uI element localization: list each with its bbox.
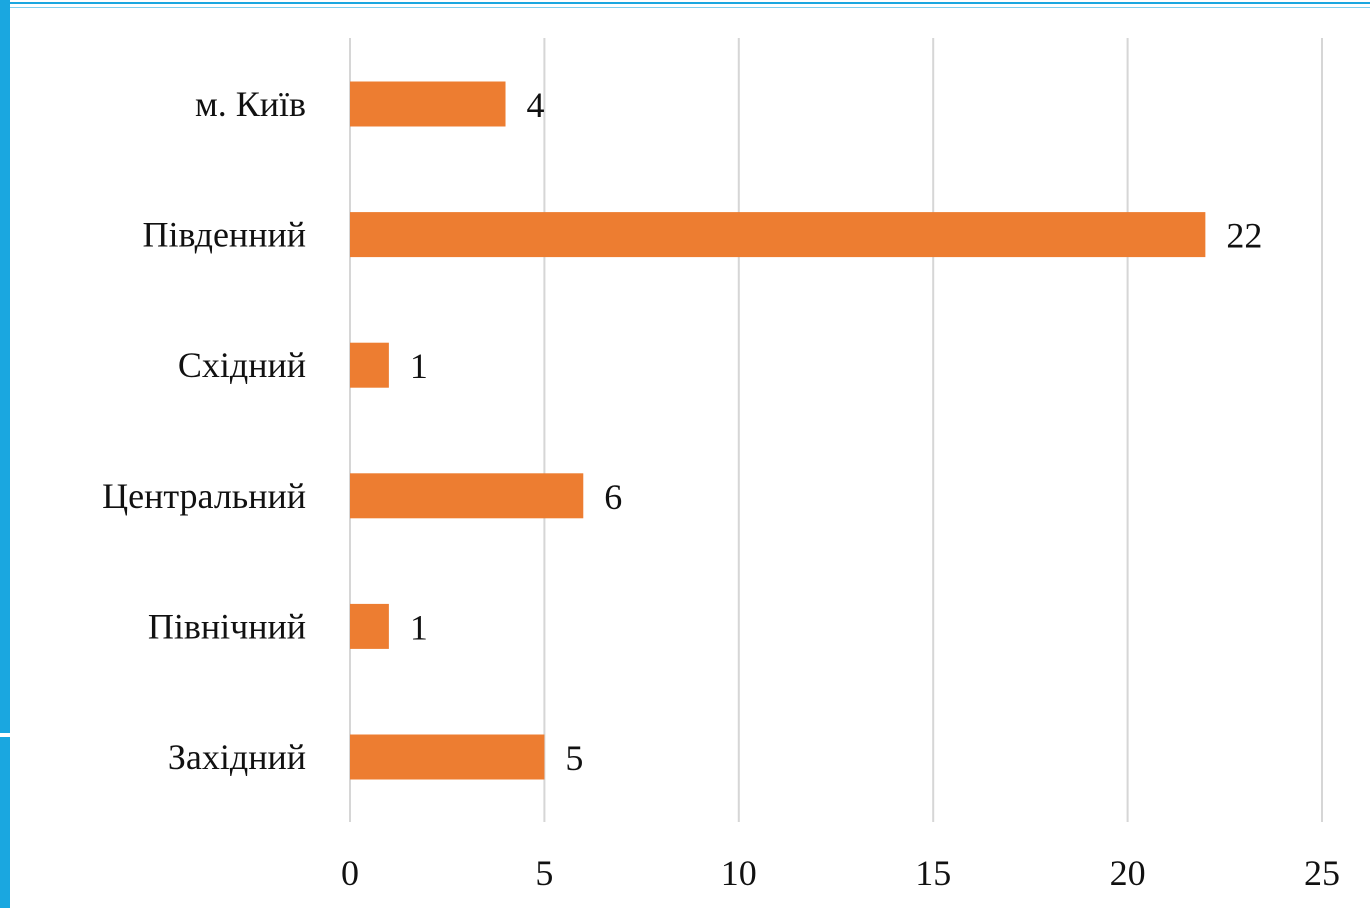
x-axis-tick-labels: 0 5 10 15 20 25	[341, 853, 1340, 893]
category-label: Південний	[143, 215, 306, 255]
bar	[350, 342, 389, 388]
x-tick-label: 15	[915, 853, 951, 893]
accent-strip-gap	[0, 733, 10, 737]
x-tick-label: 0	[341, 853, 359, 893]
accent-line-top	[10, 2, 1370, 4]
category-label: Західний	[168, 737, 306, 777]
category-labels: м. Київ Південний Східний Центральний Північ…	[102, 84, 306, 777]
bar	[350, 603, 389, 649]
category-label: Північний	[148, 606, 306, 646]
bar	[350, 473, 584, 519]
gridlines	[349, 38, 1323, 822]
bar	[350, 81, 506, 127]
category-label: Центральний	[102, 476, 306, 516]
x-tick-label: 10	[721, 853, 757, 893]
data-label: 6	[604, 477, 622, 517]
x-tick-label: 25	[1304, 853, 1340, 893]
data-label: 4	[527, 85, 545, 125]
x-tick-label: 20	[1110, 853, 1146, 893]
bar	[350, 734, 545, 780]
accent-line-top-thin	[10, 7, 1370, 8]
data-label: 1	[410, 607, 428, 647]
data-label: 5	[565, 738, 583, 778]
bars	[350, 81, 1206, 780]
data-label: 1	[410, 346, 428, 386]
data-labels: 4 22 1 6 1 5	[410, 85, 1262, 778]
accent-strip-left	[0, 0, 10, 908]
bar	[350, 212, 1206, 258]
data-label: 22	[1226, 216, 1262, 256]
category-label: м. Київ	[195, 84, 306, 124]
category-label: Східний	[178, 345, 306, 385]
x-tick-label: 5	[535, 853, 553, 893]
